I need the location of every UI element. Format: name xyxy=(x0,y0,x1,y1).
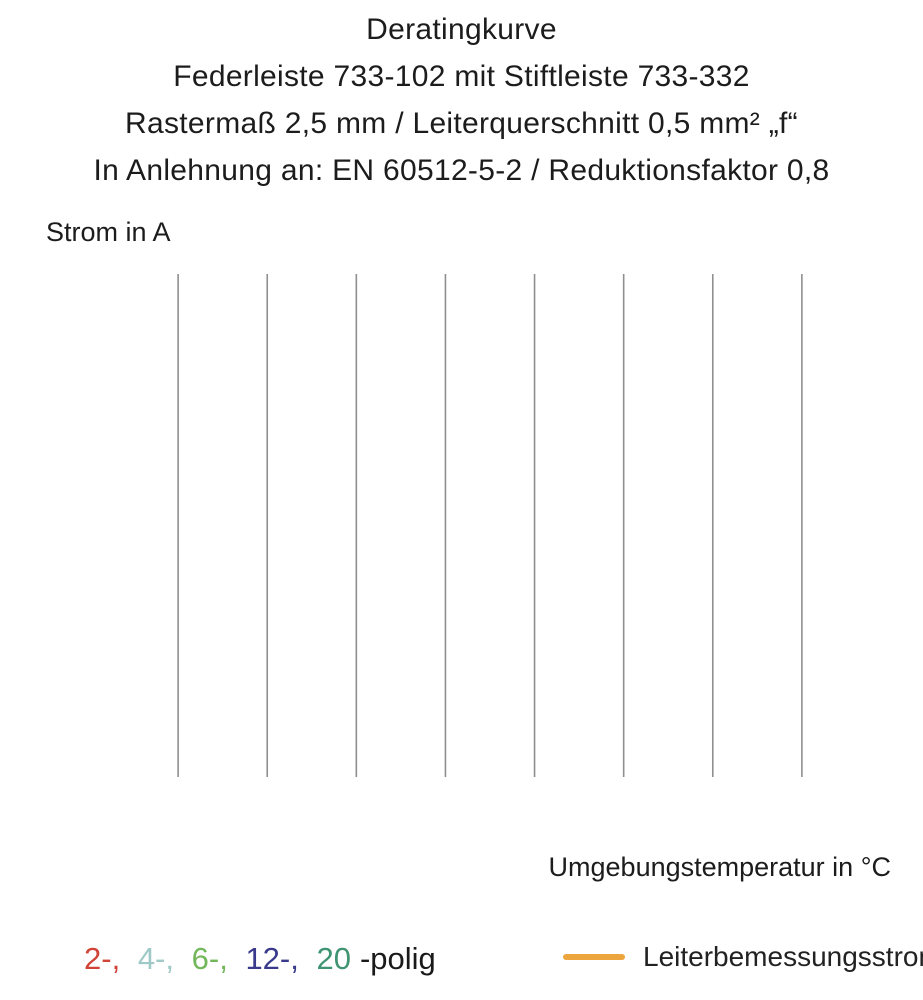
rated-current-line-swatch xyxy=(563,954,625,960)
x-axis-title: Umgebungstemperatur in °C xyxy=(548,852,891,882)
legend-polig-suffix: -polig xyxy=(359,941,436,976)
chart-subtitle-standard: In Anlehnung an: EN 60512-5-2 / Reduktio… xyxy=(93,154,830,187)
rated-current-legend: Leiterbemessungsstrom xyxy=(563,941,923,973)
title-block: Deratingkurve Federleiste 733-102 mit St… xyxy=(0,6,923,194)
legend-item-2polig: 2-, xyxy=(84,941,121,976)
chart-subtitle-product: Federleiste 733-102 mit Stiftleiste 733-… xyxy=(173,60,750,93)
y-axis-title: Strom in A xyxy=(46,217,171,247)
chart-subtitle-spec: Rastermaß 2,5 mm / Leiterquerschnitt 0,5… xyxy=(125,107,798,140)
chart-title: Deratingkurve xyxy=(366,13,557,46)
legend-item-4polig: 4-, xyxy=(137,941,174,976)
legend-item-20polig: 20 xyxy=(316,941,351,976)
legend-item-12polig: 12-, xyxy=(245,941,299,976)
rated-current-label: Leiterbemessungsstrom xyxy=(643,941,923,972)
pole-count-legend: 2-, 4-, 6-, 12-, 20 -polig xyxy=(84,941,436,977)
legend-item-6polig: 6-, xyxy=(191,941,228,976)
